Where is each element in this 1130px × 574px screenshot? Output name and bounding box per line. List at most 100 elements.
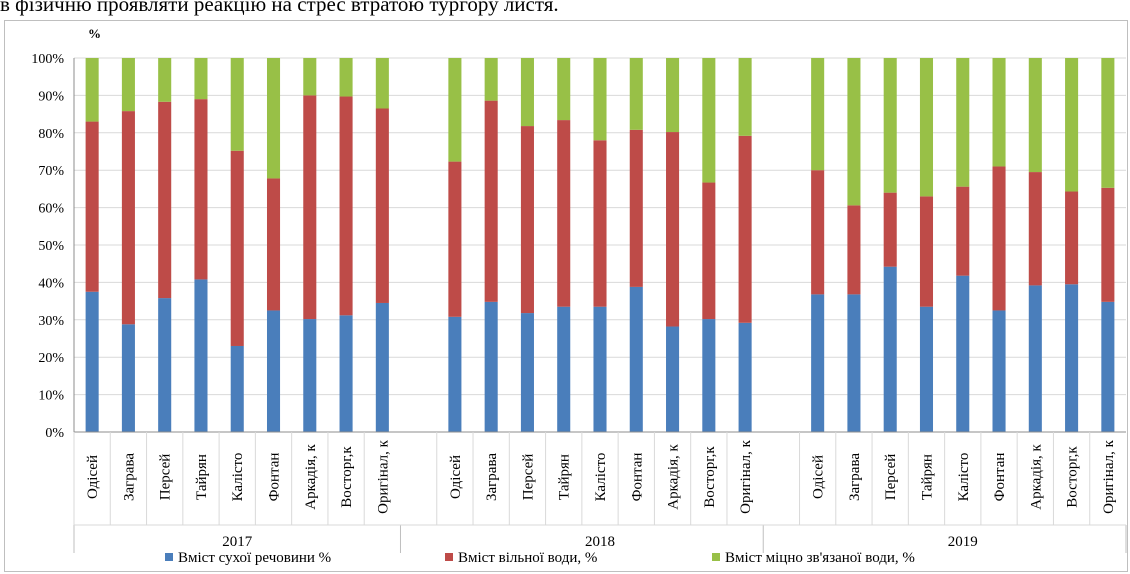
bar-segment [158,58,172,102]
bar-segment [448,316,462,432]
bar-segment [1101,58,1115,188]
bar-segment [339,58,353,97]
bar-segment [992,166,1006,311]
x-category-label: Калісто [956,453,972,502]
y-tick-label: 50% [38,239,64,254]
bar-segment [1028,172,1042,286]
x-category-label: Оригінал, к [1101,439,1117,513]
x-category-label: Оригінал, к [738,439,754,513]
bars [85,58,1115,432]
bar-segment [158,298,172,432]
labels: 0% 10% 20% 30% 40% 50% 60% 70% 80% 90% 100%% Одісей… [31,26,1117,550]
bar-segment [520,313,534,432]
bar-segment [956,58,970,187]
x-category-label: Персей [158,454,174,501]
bar-segment [339,315,353,432]
y-tick-label: 20% [38,351,64,366]
bar-segment [266,310,281,432]
chart-frame [4,20,1128,572]
x-group-label: 2018 [585,534,615,550]
bar-segment [194,99,208,280]
bar-segment [303,319,317,432]
bar-segment [593,140,607,307]
y-tick-label: 90% [38,89,64,104]
legend-label: Вміст сухої речовини % [178,550,331,566]
bar-segment [194,279,208,432]
bar-segment [1101,187,1115,302]
y-tick-label: 100% [31,52,64,67]
y-tick-label: 80% [38,127,64,142]
legend-label: Вміст міцно зв'язаної води, % [725,550,915,566]
bar-segment [992,58,1006,167]
bar-segment [230,150,244,346]
bar-segment [121,58,135,112]
x-category-label: Калісто [230,453,246,502]
bar-segment [593,306,607,432]
bar-segment [375,108,389,303]
bar-segment [339,96,353,316]
bar-segment [702,58,716,183]
legend-swatch [445,553,453,561]
y-tick-label: 30% [38,314,64,329]
bar-segment [557,120,571,307]
bar-segment [194,58,208,100]
bar-segment [121,324,135,432]
bar-segment [919,58,934,197]
bar-segment [702,319,716,432]
x-category-label: Фонтан [267,453,283,502]
bar-segment [992,310,1006,432]
bar-segment [158,101,172,299]
x-category-label: Фонтан [992,453,1008,502]
bar-segment [1065,191,1079,285]
bar-segment [666,58,680,133]
bar-segment [557,58,571,121]
bar-segment [883,58,897,193]
bar-segment [303,95,317,320]
bar-segment [484,301,498,432]
bar-segment [230,58,244,151]
bar-segment [375,302,389,432]
x-category-label: Персей [520,454,536,501]
bar-segment [230,345,244,432]
y-tick-label: 40% [38,276,64,291]
bar-segment [919,306,934,432]
bar-segment [375,58,389,109]
x-category-label: Восторг,к [702,446,718,508]
bar-segment [919,196,934,307]
bar-segment [1101,301,1115,432]
bar-segment [593,58,607,141]
x-category-label: Калісто [593,453,609,502]
bar-segment [448,161,462,317]
x-category-label: Восторг,к [339,446,355,508]
legend-label: Вміст вільної води, % [458,550,597,566]
bar-segment [121,111,135,325]
bar-segment [85,58,99,122]
y-axis-unit: % [88,26,101,41]
bar-segment [1065,58,1079,192]
bar-segment [956,186,970,276]
y-tick-label: 0% [45,426,64,441]
bar-segment [666,132,680,327]
x-category-label: Заграва [847,453,863,501]
bar-segment [266,58,281,179]
bar-segment [738,322,752,432]
bar-segment [738,58,752,136]
bar-segment [484,100,498,302]
bar-segment [847,58,861,206]
x-category-label: Тайрян [194,454,210,500]
x-category-label: Оригінал, к [375,439,391,513]
bar-segment [85,121,99,292]
x-category-label: Аркадія, к [303,444,319,510]
bar-segment [847,205,861,295]
bar-segment [738,135,752,323]
bar-segment [702,182,716,320]
x-category-label: Персей [883,454,899,501]
bar-segment [811,170,825,295]
bar-segment [629,129,643,287]
y-tick-label: 10% [38,389,64,404]
preceding-text-line: в фізичню проявляти реакцію на стрес втр… [0,0,559,16]
x-category-label: Одісей [811,455,827,499]
bar-segment [303,58,317,96]
x-category-label: Аркадія, к [1028,444,1044,510]
